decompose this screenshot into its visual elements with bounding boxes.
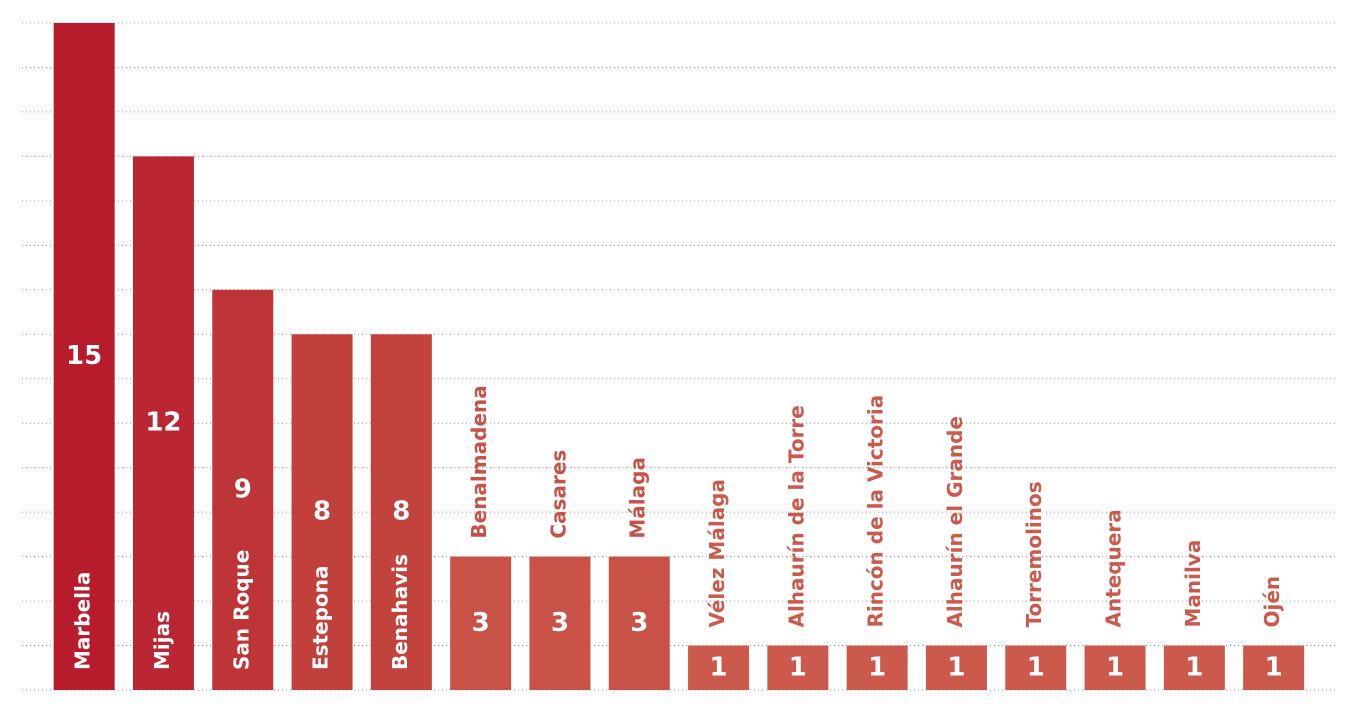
value-label: 1 xyxy=(789,652,807,682)
value-label: 12 xyxy=(145,408,181,438)
category-label: Alhaurín de la Torre xyxy=(784,405,808,627)
category-label: Benahavis xyxy=(388,554,412,670)
category-label: Antequera xyxy=(1102,509,1126,627)
category-label: Ojén xyxy=(1260,576,1284,628)
bar xyxy=(53,23,115,690)
value-label: 1 xyxy=(1185,652,1203,682)
bar xyxy=(132,156,194,690)
category-label: Málaga xyxy=(626,457,650,539)
category-label: Estepona xyxy=(309,566,333,670)
bar xyxy=(767,645,829,690)
value-label: 9 xyxy=(234,474,252,504)
bar xyxy=(1163,645,1225,690)
value-label: 1 xyxy=(710,652,728,682)
bar xyxy=(1005,645,1067,690)
category-label: Alhaurín el Grande xyxy=(943,416,967,628)
value-label: 8 xyxy=(313,497,331,527)
bar xyxy=(370,334,432,690)
category-label: Torremolinos xyxy=(1022,481,1046,627)
value-label: 3 xyxy=(630,608,648,638)
value-label: 8 xyxy=(392,497,410,527)
value-label: 1 xyxy=(868,652,886,682)
value-label: 1 xyxy=(1265,652,1283,682)
value-label: 1 xyxy=(947,652,965,682)
value-label: 1 xyxy=(1106,652,1124,682)
category-label: Mijas xyxy=(150,611,174,670)
bar xyxy=(608,556,670,690)
bar xyxy=(1084,645,1146,690)
bar xyxy=(688,645,750,690)
value-label: 3 xyxy=(472,608,490,638)
value-label: 1 xyxy=(1027,652,1045,682)
value-label: 15 xyxy=(66,341,102,371)
bar xyxy=(846,645,908,690)
category-label: Rincón de la Victoria xyxy=(864,395,888,628)
category-label: Vélez Málaga xyxy=(705,479,729,628)
bar xyxy=(291,334,353,690)
category-label: Benalmadena xyxy=(467,385,491,538)
category-label: Casares xyxy=(546,450,570,539)
category-label: Manilva xyxy=(1181,540,1205,628)
category-label: San Roque xyxy=(229,550,253,670)
bar xyxy=(450,556,512,690)
bar xyxy=(529,556,591,690)
category-label: Marbella xyxy=(71,572,95,670)
bar xyxy=(212,289,274,690)
bar xyxy=(925,645,987,690)
value-label: 3 xyxy=(551,608,569,638)
bar xyxy=(1243,645,1305,690)
